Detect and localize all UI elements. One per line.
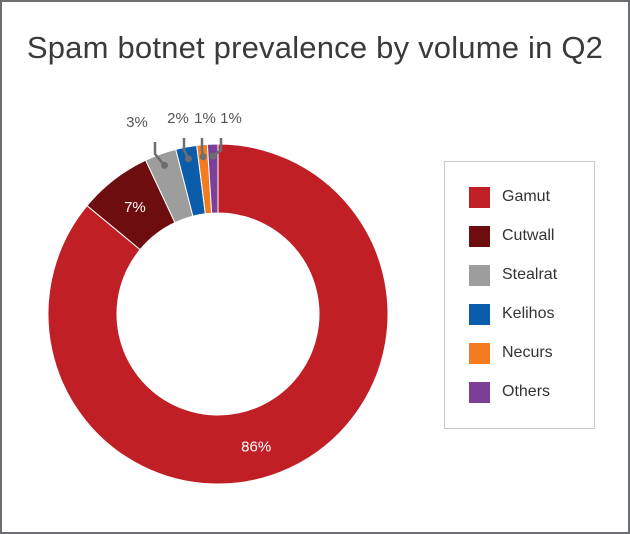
leader-dot-stealrat (160, 161, 168, 169)
legend-swatch-necurs (469, 342, 490, 364)
slice-others (206, 143, 219, 214)
legend-item-stealrat: Stealrat (469, 264, 557, 286)
leader-dot-necurs (199, 153, 207, 161)
leader-dot-kelihos (184, 155, 192, 163)
legend-label-gamut: Gamut (502, 188, 551, 205)
legend: Gamut Cutwall Stealrat Kelihos Necurs Ot… (444, 161, 595, 429)
legend-item-kelihos: Kelihos (469, 303, 554, 325)
legend-swatch-cutwall (469, 225, 490, 247)
legend-label-others: Others (502, 383, 551, 400)
legend-swatch-gamut (469, 186, 490, 208)
chart-title: Spam botnet prevalence by volume in Q2 (26, 30, 604, 65)
legend-item-necurs: Necurs (469, 342, 553, 364)
slice-gamut (47, 143, 389, 485)
data-label-stealrat: 3% (126, 114, 148, 131)
data-label-necurs: 1% (194, 110, 216, 127)
legend-swatch-kelihos (469, 303, 490, 325)
legend-item-gamut: Gamut (469, 186, 550, 208)
legend-swatch-others (469, 381, 490, 403)
data-label-kelihos: 2% (167, 110, 189, 127)
legend-label-necurs: Necurs (502, 344, 553, 361)
leader-dot-others (209, 152, 217, 160)
legend-label-stealrat: Stealrat (502, 266, 558, 283)
data-label-cutwall: 7% (124, 199, 146, 216)
legend-label-cutwall: Cutwall (502, 227, 555, 244)
legend-label-kelihos: Kelihos (502, 305, 555, 322)
legend-swatch-stealrat (469, 264, 490, 286)
data-label-others: 1% (220, 110, 242, 127)
leader-line-stealrat (153, 142, 166, 167)
legend-item-cutwall: Cutwall (469, 225, 554, 247)
legend-item-others: Others (469, 381, 550, 403)
data-label-gamut: 86% (241, 439, 271, 456)
